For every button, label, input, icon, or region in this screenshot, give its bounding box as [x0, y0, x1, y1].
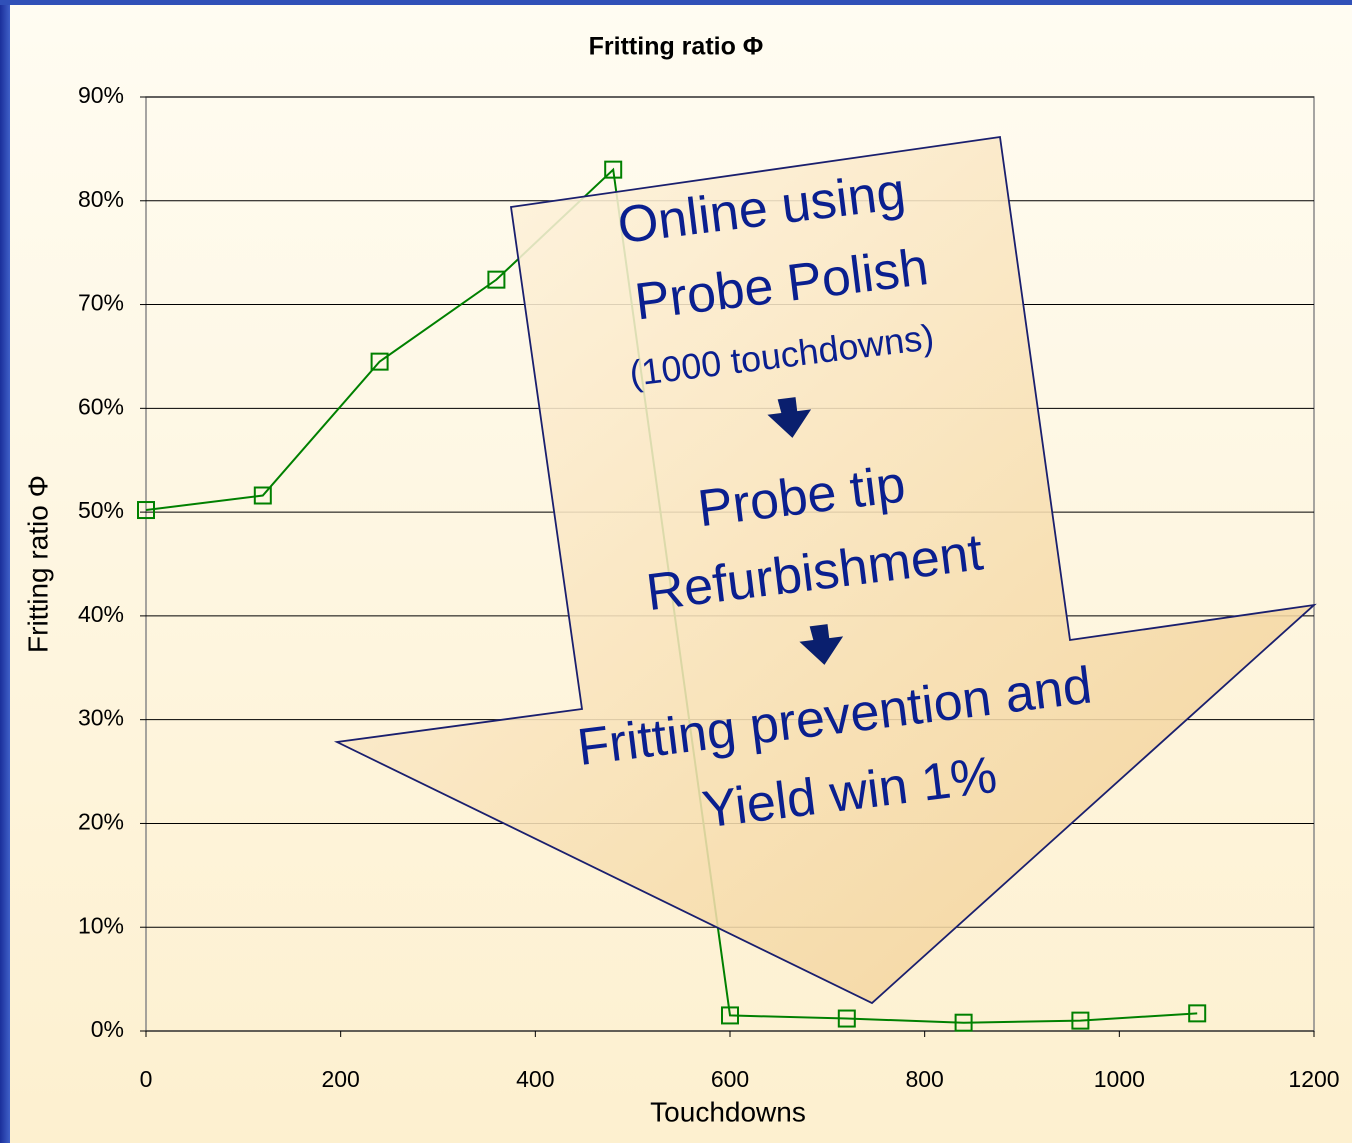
y-tick-label: 80% — [78, 186, 124, 212]
y-tick-label: 30% — [78, 705, 124, 731]
marker — [253, 486, 272, 505]
marker — [721, 1006, 739, 1025]
frame-top — [0, 0, 1352, 5]
frame-left — [0, 0, 10, 1143]
marker — [487, 270, 506, 289]
marker — [954, 1013, 973, 1032]
marker — [604, 160, 623, 179]
x-tick-label: 800 — [905, 1066, 943, 1092]
y-tick-label: 50% — [78, 497, 124, 523]
marker — [137, 501, 155, 520]
marker — [370, 352, 389, 371]
x-tick-label: 0 — [140, 1066, 153, 1092]
x-tick-label: 600 — [711, 1066, 749, 1092]
y-tick-label: 60% — [78, 393, 124, 419]
down-arrow — [767, 397, 812, 438]
x-tick-label: 1000 — [1094, 1066, 1145, 1092]
y-tick-label: 20% — [78, 809, 124, 835]
marker — [1188, 1004, 1207, 1023]
chart-title: Fritting ratio Φ — [589, 33, 764, 61]
y-tick-label: 40% — [78, 601, 124, 627]
down-arrow — [799, 624, 844, 665]
y-tick-label: 0% — [91, 1016, 124, 1042]
marker — [837, 1009, 856, 1028]
annotation-arrow — [333, 135, 1317, 1005]
y-tick-label: 70% — [78, 290, 124, 316]
x-axis-label: Touchdowns — [650, 1096, 806, 1127]
y-axis-label: Fritting ratio Φ — [22, 475, 53, 653]
x-tick-label: 400 — [516, 1066, 554, 1092]
y-tick-label: 10% — [78, 912, 124, 938]
y-tick-label: 90% — [78, 82, 124, 108]
marker — [1071, 1011, 1090, 1030]
x-tick-label: 1200 — [1288, 1066, 1339, 1092]
x-tick-label: 200 — [321, 1066, 359, 1092]
